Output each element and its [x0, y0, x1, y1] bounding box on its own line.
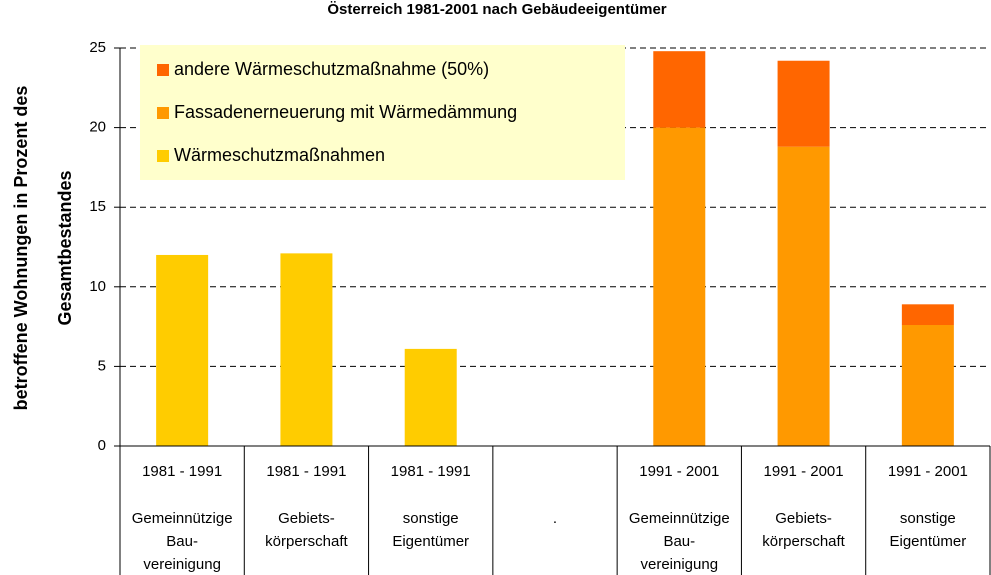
bar-segment: [901, 325, 954, 446]
x-group-label: Eigentümer: [889, 533, 966, 550]
legend-box: [140, 45, 625, 180]
x-group-label: Gemeinnützige: [132, 510, 233, 527]
x-group-label: Eigentümer: [392, 533, 469, 550]
legend-label: andere Wärmeschutzmaßnahme (50%): [174, 59, 489, 79]
bar-segment: [777, 146, 830, 447]
y-tick-label: 20: [89, 119, 106, 136]
legend-label: Wärmeschutzmaßnahmen: [174, 145, 385, 165]
bar-segment: [156, 254, 209, 446]
bar-segment: [901, 304, 954, 326]
x-group-label: Gebiets-: [278, 510, 335, 527]
bar-segment: [280, 253, 333, 446]
x-group-label: Bau-: [166, 533, 198, 550]
x-tick-label: 1981 - 1991: [142, 463, 222, 480]
y-tick-label: 15: [89, 198, 106, 215]
x-tick-label: 1991 - 2001: [764, 463, 844, 480]
legend-label: Fassadenerneuerung mit Wärmedämmung: [174, 102, 517, 122]
x-tick-label: 1991 - 2001: [639, 463, 719, 480]
y-tick-label: 5: [98, 357, 106, 374]
bar-segment: [653, 127, 706, 446]
bar-segment: [404, 348, 457, 446]
x-tick-label: 1981 - 1991: [266, 463, 346, 480]
x-group-label: Bau-: [663, 533, 695, 550]
x-group-label: vereinigung: [641, 556, 719, 573]
legend-swatch: [157, 107, 169, 119]
legend-swatch: [157, 64, 169, 76]
x-group-label: körperschaft: [762, 533, 845, 550]
x-group-label: sonstige: [403, 510, 459, 527]
x-group-label: Gebiets-: [775, 510, 832, 527]
x-tick-label: 1991 - 2001: [888, 463, 968, 480]
x-tick-label: 1981 - 1991: [391, 463, 471, 480]
y-axis-label: betroffene Wohnungen in Prozent des: [11, 86, 31, 411]
y-tick-label: 25: [89, 39, 106, 56]
x-group-label: sonstige: [900, 510, 956, 527]
legend-swatch: [157, 150, 169, 162]
y-tick-label: 0: [98, 437, 106, 454]
y-axis-label: Gesamtbestandes: [55, 170, 75, 325]
x-group-label: Gemeinnützige: [629, 510, 730, 527]
y-tick-label: 10: [89, 278, 106, 295]
bar-segment: [653, 51, 706, 128]
bar-segment: [777, 60, 830, 147]
chart-title: Österreich 1981-2001 nach Gebäudeeigentü…: [327, 1, 666, 18]
x-group-label: körperschaft: [265, 533, 348, 550]
x-group-label: .: [553, 510, 557, 527]
x-group-label: vereinigung: [143, 556, 221, 573]
